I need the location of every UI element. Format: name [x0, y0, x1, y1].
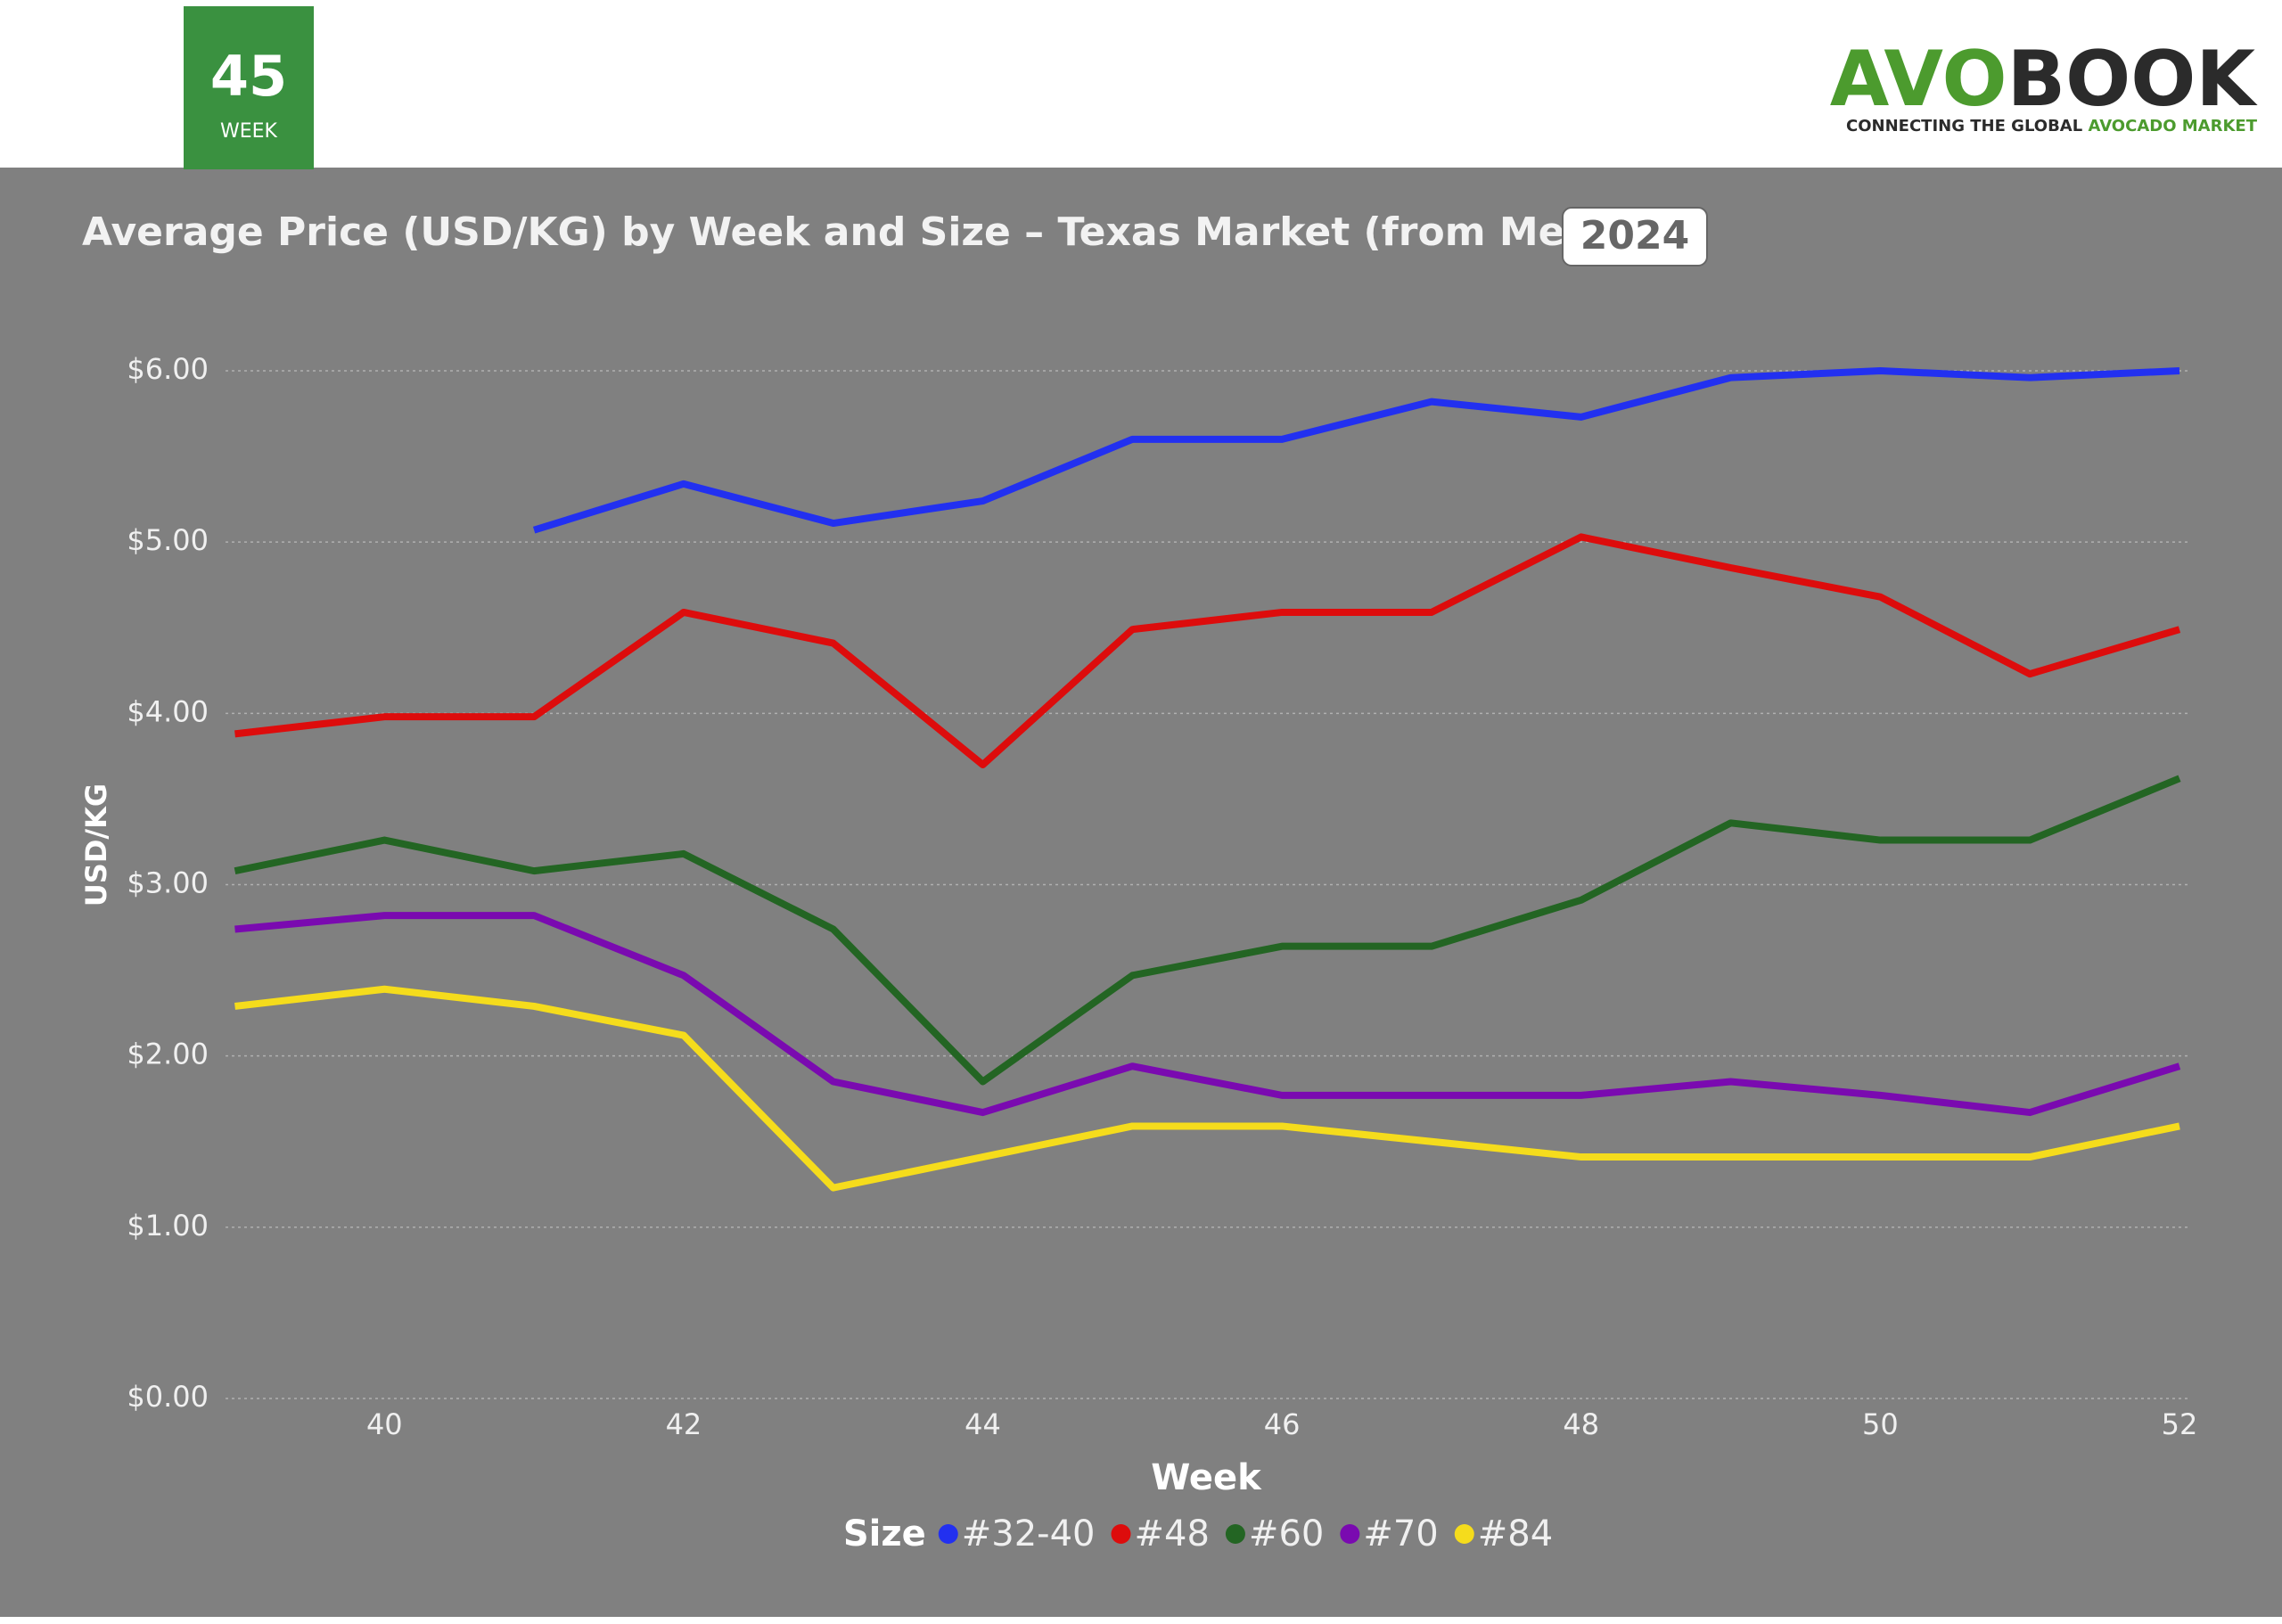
legend-marker [1454, 1524, 1474, 1544]
y-tick-label: $3.00 [127, 866, 209, 900]
tagline-part: CONNECTING THE GLOBAL [1846, 117, 2082, 135]
y-tick-label: $6.00 [127, 352, 209, 386]
y-tick-label: $5.00 [127, 523, 209, 557]
chart-title: Average Price (USD/KG) by Week and Size … [82, 209, 1671, 255]
legend-title: Size [843, 1513, 926, 1554]
series-line [234, 533, 2181, 768]
year-badge [1562, 207, 1708, 267]
legend-label: #60 [1249, 1513, 1324, 1554]
week-label: WEEK [220, 120, 278, 143]
x-tick-label: 48 [1563, 1407, 1599, 1441]
logo-part: AVO [1830, 35, 2007, 124]
series-line [234, 985, 2180, 1192]
legend-label: #48 [1135, 1513, 1210, 1554]
chart-background [0, 168, 2282, 1617]
legend-label: #70 [1363, 1513, 1438, 1554]
y-tick-label: $0.00 [127, 1380, 209, 1414]
y-tick-label: $2.00 [127, 1038, 209, 1071]
legend-marker [1111, 1524, 1131, 1544]
series-line [234, 775, 2181, 1086]
legend-marker [1340, 1524, 1360, 1544]
legend-marker [938, 1524, 958, 1544]
y-tick-label: $4.00 [127, 694, 209, 728]
x-tick-label: 46 [1264, 1407, 1301, 1441]
legend-marker [1225, 1524, 1245, 1544]
series-line [234, 912, 2181, 1117]
x-tick-label: 44 [965, 1407, 1001, 1441]
tagline-part: AVOCADO MARKET [2088, 117, 2257, 135]
week-number: 45 [210, 44, 287, 109]
x-axis-label: Week [1151, 1457, 1262, 1498]
legend: Size #32-40 #48 #60 #70 #84 [843, 1513, 1553, 1554]
logo-part: BOOK [2007, 35, 2259, 124]
x-tick-label: 52 [2162, 1407, 2198, 1441]
x-tick-label: 40 [366, 1407, 403, 1441]
logo: AVOBOOK [1830, 35, 2259, 124]
x-tick-label: 50 [1862, 1407, 1899, 1441]
y-tick-label: $1.00 [127, 1209, 209, 1243]
year-label: 2024 [1580, 213, 1689, 258]
legend-label: #84 [1478, 1513, 1553, 1554]
y-axis-label: USD/KG [79, 783, 113, 906]
series-line [532, 367, 2180, 534]
week-badge [184, 6, 314, 169]
logo-tagline: CONNECTING THE GLOBAL AVOCADO MARKET [1846, 117, 2258, 135]
legend-label: #32-40 [962, 1513, 1096, 1554]
x-tick-label: 42 [666, 1407, 702, 1441]
